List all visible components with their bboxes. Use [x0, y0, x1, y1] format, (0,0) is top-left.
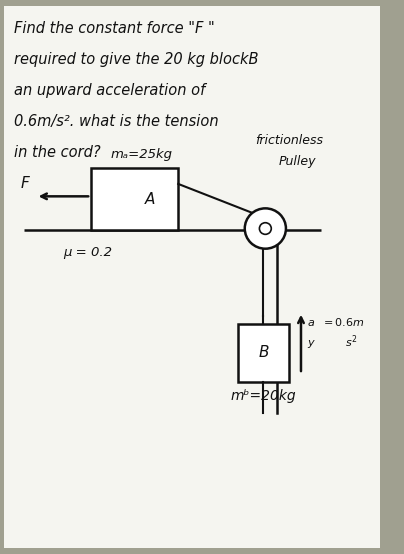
- Text: Pulley: Pulley: [278, 156, 316, 168]
- Text: B: B: [258, 345, 269, 360]
- Text: μ = 0.2: μ = 0.2: [63, 246, 112, 259]
- Text: Find the constant force "F ": Find the constant force "F ": [14, 21, 215, 36]
- Text: required to give the 20 kg blockB: required to give the 20 kg blockB: [14, 52, 259, 67]
- Bar: [238, 324, 289, 382]
- Text: 0.6m/s². what is the tension: 0.6m/s². what is the tension: [14, 114, 219, 129]
- Circle shape: [245, 208, 286, 249]
- Bar: [91, 168, 178, 230]
- Text: $a$  $=0.6m$: $a$ $=0.6m$: [307, 316, 364, 328]
- Text: mₐ=25kg: mₐ=25kg: [111, 148, 173, 161]
- Text: A: A: [145, 192, 156, 207]
- Text: $y$         $s^2$: $y$ $s^2$: [307, 333, 358, 352]
- Text: an upward acceleration of: an upward acceleration of: [14, 83, 205, 98]
- Circle shape: [259, 223, 271, 234]
- Text: in the cord?: in the cord?: [14, 145, 101, 160]
- Text: mᵇ=20kg: mᵇ=20kg: [231, 389, 296, 403]
- Text: frictionless: frictionless: [255, 134, 323, 147]
- Text: F: F: [21, 176, 30, 191]
